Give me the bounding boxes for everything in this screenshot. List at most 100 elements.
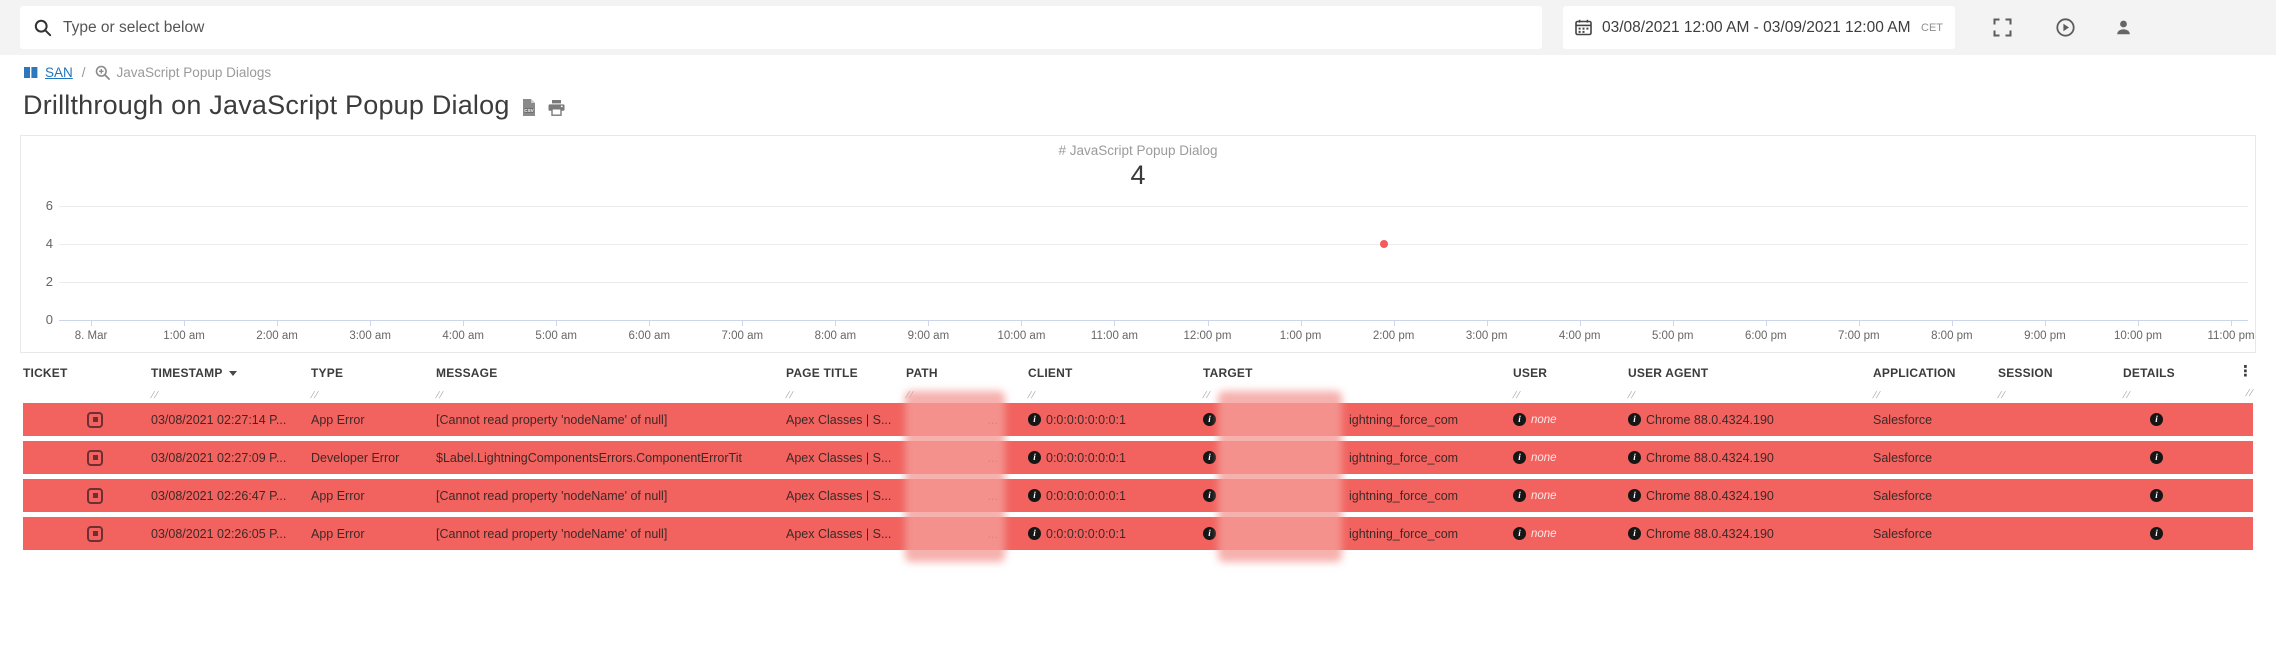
- column-resize-handle[interactable]: [1028, 385, 1175, 397]
- info-icon[interactable]: [1513, 413, 1526, 426]
- print-icon[interactable]: [548, 100, 565, 116]
- search-icon: [34, 19, 52, 37]
- target-value: ightning_force_com: [1349, 413, 1458, 427]
- column-resize-handle[interactable]: [2246, 383, 2253, 395]
- cell-target: ightning_force_com: [1175, 517, 1485, 550]
- info-icon[interactable]: [1028, 413, 1041, 426]
- column-header-label: CLIENT: [1028, 366, 1073, 380]
- user-agent-value: Chrome 88.0.4324.190: [1646, 413, 1774, 427]
- cell-type: Developer Error: [303, 441, 428, 474]
- x-axis-label: 1:00 pm: [1280, 330, 1322, 342]
- cell-message: [Cannot read property 'nodeName' of null…: [428, 479, 778, 512]
- column-resize-handle[interactable]: [1873, 385, 1970, 397]
- column-header-label: TYPE: [311, 366, 343, 380]
- ticket-icon[interactable]: [87, 412, 103, 428]
- info-icon[interactable]: [1513, 527, 1526, 540]
- ticket-icon[interactable]: [87, 488, 103, 504]
- column-resize-handle[interactable]: [436, 385, 778, 397]
- info-icon[interactable]: [1203, 489, 1216, 502]
- user-value: none: [1531, 490, 1557, 502]
- drillthrough-table: TICKETTIMESTAMPTYPEMESSAGEPAGE TITLEPATH…: [23, 360, 2253, 550]
- column-header-user: USER: [1485, 365, 1600, 397]
- y-axis-label: 2: [21, 274, 53, 289]
- column-resize-handle[interactable]: [786, 385, 898, 397]
- column-header-path: PATH: [898, 365, 1000, 397]
- info-icon[interactable]: [1203, 413, 1216, 426]
- info-icon[interactable]: [1028, 527, 1041, 540]
- x-axis-tick: [1301, 320, 1302, 326]
- cell-type: App Error: [303, 403, 428, 436]
- info-icon[interactable]: [1028, 451, 1041, 464]
- info-icon[interactable]: [1203, 527, 1216, 540]
- table-row[interactable]: 03/08/2021 02:27:09 P...Developer Error$…: [23, 441, 2253, 474]
- cell-message: $Label.LightningComponentsErrors.Compone…: [428, 441, 778, 474]
- column-header-top: PAGE TITLE: [786, 365, 898, 381]
- column-header-type: TYPE: [303, 365, 428, 397]
- column-resize-handle[interactable]: [2123, 385, 2205, 397]
- table-row[interactable]: 03/08/2021 02:26:05 P...App Error[Cannot…: [23, 517, 2253, 550]
- column-resize-handle[interactable]: [906, 385, 1000, 397]
- column-resize-handle[interactable]: [1513, 385, 1600, 397]
- info-icon[interactable]: [1028, 489, 1041, 502]
- info-icon[interactable]: [1513, 451, 1526, 464]
- cell-application: Salesforce: [1845, 441, 1970, 474]
- sort-desc-icon[interactable]: [229, 371, 237, 376]
- target-value: ightning_force_com: [1349, 527, 1458, 541]
- date-range-picker[interactable]: 03/08/2021 12:00 AM - 03/09/2021 12:00 A…: [1563, 6, 1955, 49]
- date-range-value: 03/08/2021 12:00 AM - 03/09/2021 12:00 A…: [1602, 19, 1911, 37]
- ticket-icon[interactable]: [87, 450, 103, 466]
- info-icon[interactable]: [1513, 489, 1526, 502]
- cell-page-title: Apex Classes | S...: [778, 403, 898, 436]
- info-icon[interactable]: [2150, 451, 2163, 464]
- info-icon[interactable]: [2150, 489, 2163, 502]
- user-agent-value: Chrome 88.0.4324.190: [1646, 527, 1774, 541]
- column-menu-icon[interactable]: [2238, 365, 2253, 379]
- info-icon[interactable]: [1628, 489, 1641, 502]
- info-icon[interactable]: [2150, 413, 2163, 426]
- info-icon[interactable]: [1628, 451, 1641, 464]
- column-resize-handle[interactable]: [1998, 385, 2095, 397]
- column-resize-handle[interactable]: [151, 385, 303, 397]
- column-header-top: USER AGENT: [1628, 365, 1845, 381]
- cell-timestamp: 03/08/2021 02:26:05 P...: [143, 517, 303, 550]
- play-icon[interactable]: [2056, 18, 2075, 37]
- column-resize-handle[interactable]: [1203, 385, 1485, 397]
- x-axis-tick: [1487, 320, 1488, 326]
- user-agent-value: Chrome 88.0.4324.190: [1646, 451, 1774, 465]
- column-resize-handle[interactable]: [311, 385, 428, 397]
- x-axis-label: 8:00 pm: [1931, 330, 1973, 342]
- column-resize-handle[interactable]: [1628, 385, 1845, 397]
- data-point[interactable]: [1380, 240, 1388, 248]
- column-header-application: APPLICATION: [1845, 365, 1970, 397]
- global-search[interactable]: [20, 6, 1542, 49]
- column-header-details: DETAILS: [2095, 365, 2205, 397]
- target-value: ightning_force_com: [1349, 489, 1458, 503]
- top-bar: 03/08/2021 12:00 AM - 03/09/2021 12:00 A…: [0, 0, 2276, 55]
- user-icon[interactable]: [2115, 19, 2132, 36]
- x-axis-label: 6:00 pm: [1745, 330, 1787, 342]
- cell-application: Salesforce: [1845, 479, 1970, 512]
- cell-details: [2095, 441, 2205, 474]
- breadcrumb-root-link[interactable]: SAN: [45, 65, 73, 80]
- cell-path: ...: [898, 517, 1000, 550]
- x-axis-label: 5:00 am: [535, 330, 577, 342]
- info-icon[interactable]: [1628, 527, 1641, 540]
- info-icon[interactable]: [2150, 527, 2163, 540]
- table-row[interactable]: 03/08/2021 02:26:47 P...App Error[Cannot…: [23, 479, 2253, 512]
- ticket-icon[interactable]: [87, 526, 103, 542]
- cell-details: [2095, 517, 2205, 550]
- cell-page-title: Apex Classes | S...: [778, 479, 898, 512]
- cell-user-agent: Chrome 88.0.4324.190: [1600, 441, 1845, 474]
- info-icon[interactable]: [1628, 413, 1641, 426]
- cell-user: none: [1485, 517, 1600, 550]
- search-input[interactable]: [63, 19, 1528, 37]
- column-header-page-title: PAGE TITLE: [778, 365, 898, 397]
- cell-client: 0:0:0:0:0:0:0:1: [1000, 441, 1175, 474]
- export-csv-icon[interactable]: CSV: [522, 99, 536, 116]
- table-row[interactable]: 03/08/2021 02:27:14 P...App Error[Cannot…: [23, 403, 2253, 436]
- fullscreen-icon[interactable]: [1993, 18, 2012, 37]
- page-title: Drillthrough on JavaScript Popup Dialog: [23, 90, 510, 121]
- info-icon[interactable]: [1203, 451, 1216, 464]
- column-header-top: DETAILS: [2123, 365, 2205, 381]
- x-axis-label: 9:00 am: [908, 330, 950, 342]
